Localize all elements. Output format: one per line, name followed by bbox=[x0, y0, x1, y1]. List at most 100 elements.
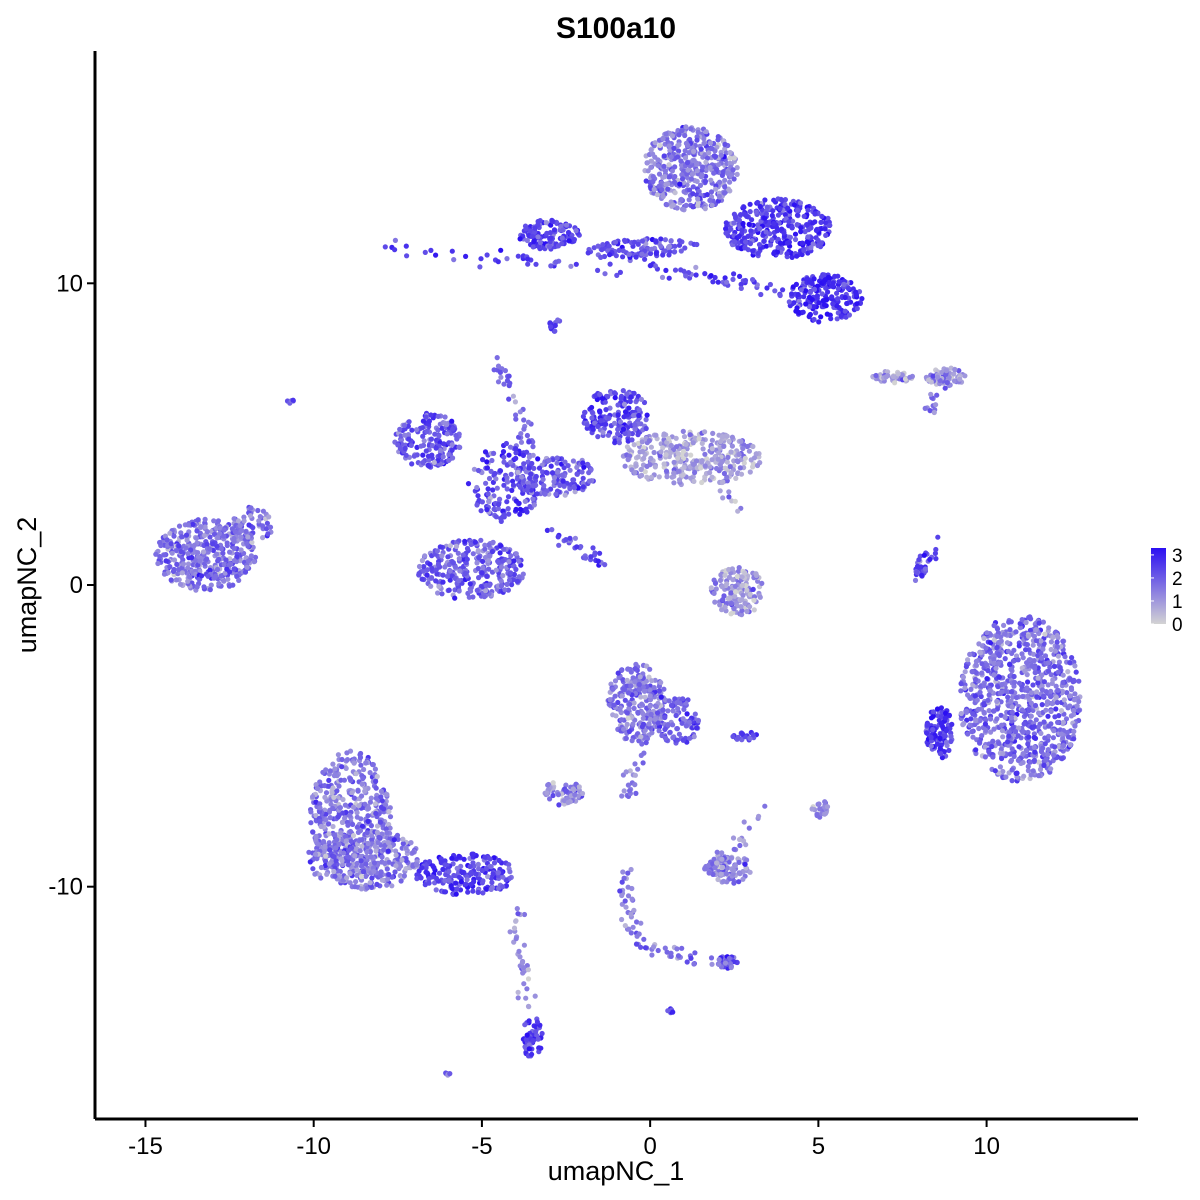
cell-point bbox=[965, 731, 971, 737]
cell-point bbox=[535, 234, 541, 240]
cell-point bbox=[658, 243, 664, 249]
cell-point bbox=[213, 573, 219, 579]
cell-point bbox=[991, 708, 997, 714]
cell-point bbox=[598, 418, 604, 424]
cell-point bbox=[981, 710, 987, 716]
cell-point bbox=[692, 469, 698, 476]
cell-point bbox=[585, 462, 591, 469]
cell-point bbox=[734, 574, 740, 580]
cell-point bbox=[1006, 619, 1012, 625]
cell-point bbox=[450, 560, 456, 566]
cell-point bbox=[747, 604, 753, 610]
cell-point bbox=[671, 480, 677, 486]
cell-point bbox=[1024, 685, 1030, 691]
cell-point bbox=[449, 418, 455, 424]
cell-point bbox=[1062, 654, 1068, 660]
cell-point bbox=[696, 436, 702, 442]
cell-point bbox=[781, 230, 787, 236]
cell-point bbox=[842, 308, 848, 314]
cell-point bbox=[982, 721, 989, 727]
cell-point bbox=[420, 418, 426, 424]
cell-point bbox=[973, 718, 979, 724]
cell-point bbox=[231, 558, 237, 564]
cell-point bbox=[691, 157, 697, 164]
cell-point bbox=[373, 778, 379, 785]
cell-point bbox=[1002, 656, 1008, 662]
cell-point bbox=[827, 222, 833, 228]
cell-point bbox=[710, 430, 716, 436]
cell-point bbox=[573, 228, 579, 234]
cell-point bbox=[755, 250, 761, 256]
cell-point bbox=[794, 305, 800, 311]
cell-point bbox=[509, 478, 516, 484]
cell-point bbox=[513, 506, 519, 512]
cell-point bbox=[631, 239, 637, 245]
cell-point bbox=[406, 419, 412, 425]
cell-point bbox=[1016, 643, 1022, 649]
cell-point bbox=[527, 503, 533, 510]
cell-point bbox=[323, 817, 329, 823]
cell-point bbox=[193, 558, 199, 564]
cell-point bbox=[1008, 715, 1015, 721]
cell-point bbox=[690, 204, 696, 210]
cell-point bbox=[584, 422, 590, 428]
cell-point bbox=[530, 244, 536, 250]
cell-point bbox=[620, 426, 627, 432]
cell-point bbox=[620, 388, 626, 394]
cell-point bbox=[722, 141, 728, 147]
cell-point bbox=[517, 484, 524, 490]
cell-point bbox=[474, 587, 480, 594]
cell-point bbox=[1011, 753, 1017, 760]
cell-point bbox=[397, 426, 403, 432]
cell-point bbox=[245, 534, 251, 540]
cell-point bbox=[267, 524, 274, 530]
cell-point bbox=[695, 718, 702, 724]
cell-point bbox=[653, 250, 659, 256]
cell-point bbox=[806, 294, 813, 300]
cell-point bbox=[685, 167, 691, 173]
cell-point bbox=[611, 702, 617, 708]
cell-point bbox=[795, 291, 801, 298]
cell-point bbox=[429, 452, 435, 458]
cell-point bbox=[570, 458, 577, 464]
cell-point bbox=[1020, 751, 1026, 757]
cell-point bbox=[672, 243, 678, 249]
cell-point bbox=[664, 474, 670, 480]
cell-point bbox=[784, 240, 791, 246]
cell-point bbox=[204, 529, 210, 535]
cell-point bbox=[559, 241, 565, 247]
cell-point bbox=[730, 167, 736, 173]
cell-point bbox=[1053, 706, 1059, 712]
cell-point bbox=[501, 482, 507, 488]
cell-point bbox=[435, 413, 441, 419]
cell-point bbox=[994, 698, 1000, 705]
cell-point bbox=[215, 534, 221, 541]
cell-point bbox=[395, 442, 401, 448]
cell-point bbox=[241, 518, 247, 524]
cell-point bbox=[699, 440, 705, 446]
cell-point bbox=[1019, 707, 1025, 713]
cell-point bbox=[231, 566, 237, 572]
cell-point bbox=[313, 833, 319, 840]
cell-point bbox=[647, 666, 653, 672]
cell-point bbox=[586, 470, 592, 476]
cell-point bbox=[450, 426, 456, 432]
cell-point bbox=[611, 420, 618, 426]
cell-point bbox=[655, 157, 661, 163]
cell-point bbox=[562, 492, 568, 498]
cell-point bbox=[828, 316, 834, 322]
cell-point bbox=[729, 443, 736, 449]
cell-point bbox=[370, 762, 376, 768]
cell-point bbox=[529, 460, 535, 467]
cell-point bbox=[1035, 680, 1041, 686]
cell-point bbox=[606, 415, 612, 421]
cell-point bbox=[580, 475, 586, 481]
cell-point bbox=[517, 506, 523, 512]
cell-point bbox=[823, 232, 829, 238]
cell-point bbox=[999, 681, 1005, 688]
cell-point bbox=[652, 716, 658, 722]
cell-point bbox=[1076, 678, 1082, 684]
cell-point bbox=[1069, 655, 1075, 661]
cell-point bbox=[674, 737, 681, 743]
cell-point bbox=[706, 150, 712, 156]
